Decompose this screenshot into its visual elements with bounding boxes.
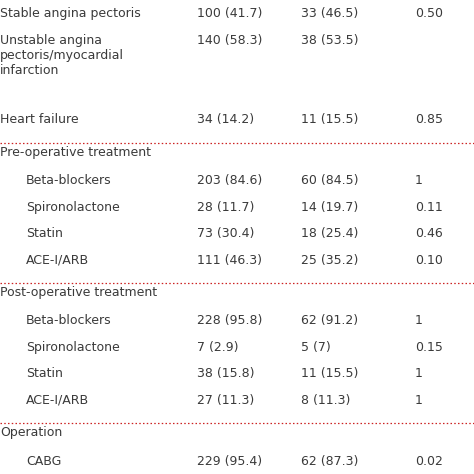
Text: 38 (53.5): 38 (53.5) [301, 34, 358, 46]
Text: 0.46: 0.46 [415, 227, 443, 240]
Text: Stable angina pectoris: Stable angina pectoris [0, 7, 141, 20]
Text: 11 (15.5): 11 (15.5) [301, 367, 358, 380]
Text: Spironolactone: Spironolactone [26, 201, 120, 213]
Text: Statin: Statin [26, 227, 63, 240]
Text: 25 (35.2): 25 (35.2) [301, 254, 358, 266]
Text: Post-operative treatment: Post-operative treatment [0, 286, 157, 299]
Text: Heart failure: Heart failure [0, 113, 79, 126]
Text: 18 (25.4): 18 (25.4) [301, 227, 358, 240]
Text: 5 (7): 5 (7) [301, 341, 331, 354]
Text: 8 (11.3): 8 (11.3) [301, 394, 350, 407]
Text: 0.85: 0.85 [415, 113, 443, 126]
Text: 100 (41.7): 100 (41.7) [197, 7, 262, 20]
Text: 62 (87.3): 62 (87.3) [301, 455, 358, 467]
Text: 14 (19.7): 14 (19.7) [301, 201, 358, 213]
Text: 60 (84.5): 60 (84.5) [301, 174, 358, 187]
Text: 33 (46.5): 33 (46.5) [301, 7, 358, 20]
Text: 38 (15.8): 38 (15.8) [197, 367, 254, 380]
Text: Beta-blockers: Beta-blockers [26, 314, 112, 327]
Text: 0.50: 0.50 [415, 7, 443, 20]
Text: 34 (14.2): 34 (14.2) [197, 113, 254, 126]
Text: ACE-I/ARB: ACE-I/ARB [26, 394, 89, 407]
Text: 7 (2.9): 7 (2.9) [197, 341, 238, 354]
Text: 229 (95.4): 229 (95.4) [197, 455, 262, 467]
Text: 0.10: 0.10 [415, 254, 443, 266]
Text: 0.15: 0.15 [415, 341, 443, 354]
Text: ACE-I/ARB: ACE-I/ARB [26, 254, 89, 266]
Text: 28 (11.7): 28 (11.7) [197, 201, 254, 213]
Text: 1: 1 [415, 314, 423, 327]
Text: 73 (30.4): 73 (30.4) [197, 227, 254, 240]
Text: Spironolactone: Spironolactone [26, 341, 120, 354]
Text: CABG: CABG [26, 455, 62, 467]
Text: Unstable angina
pectoris/myocardial
infarction: Unstable angina pectoris/myocardial infa… [0, 34, 124, 77]
Text: Beta-blockers: Beta-blockers [26, 174, 112, 187]
Text: 1: 1 [415, 394, 423, 407]
Text: 11 (15.5): 11 (15.5) [301, 113, 358, 126]
Text: 0.11: 0.11 [415, 201, 443, 213]
Text: 111 (46.3): 111 (46.3) [197, 254, 262, 266]
Text: 203 (84.6): 203 (84.6) [197, 174, 262, 187]
Text: Pre-operative treatment: Pre-operative treatment [0, 146, 151, 158]
Text: Statin: Statin [26, 367, 63, 380]
Text: Operation: Operation [0, 426, 62, 439]
Text: 1: 1 [415, 174, 423, 187]
Text: 140 (58.3): 140 (58.3) [197, 34, 262, 46]
Text: 62 (91.2): 62 (91.2) [301, 314, 358, 327]
Text: 27 (11.3): 27 (11.3) [197, 394, 254, 407]
Text: 228 (95.8): 228 (95.8) [197, 314, 262, 327]
Text: 0.02: 0.02 [415, 455, 443, 467]
Text: 1: 1 [415, 367, 423, 380]
